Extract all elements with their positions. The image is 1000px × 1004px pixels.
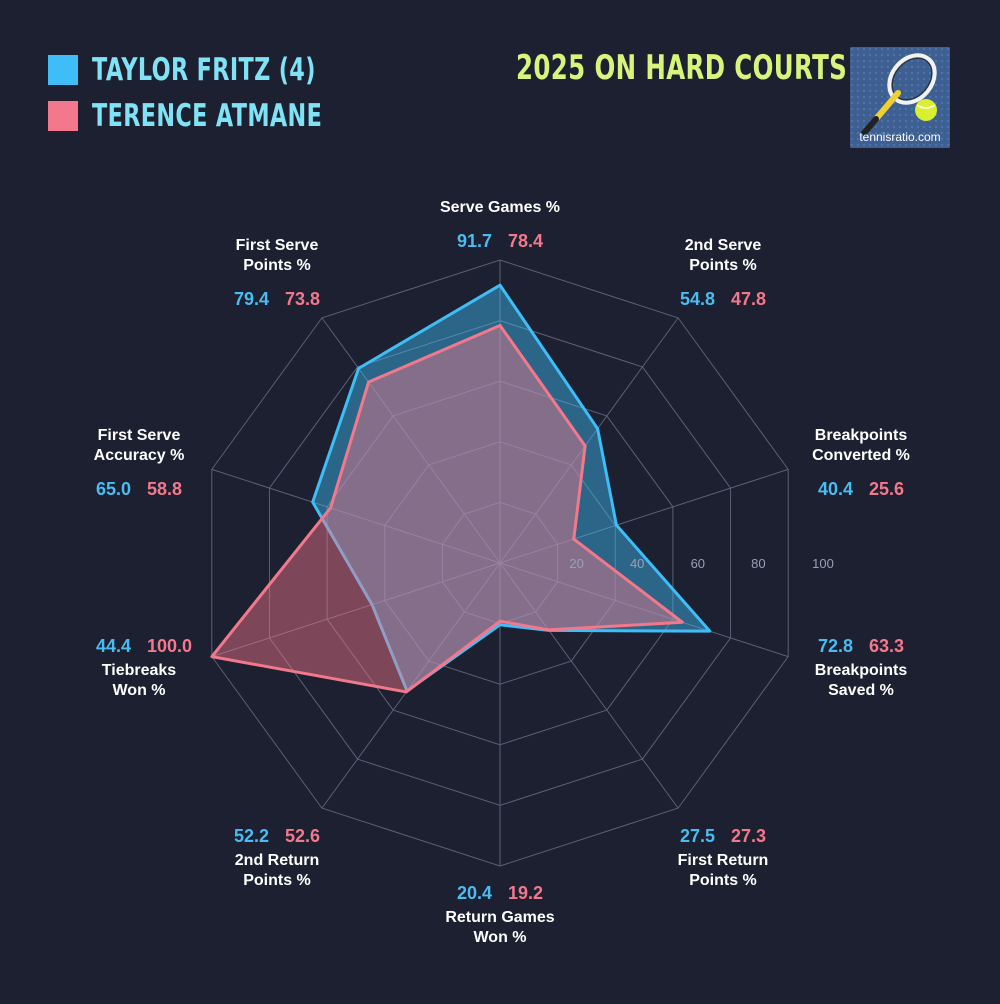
value-label-fritz: 79.4 — [234, 289, 269, 309]
value-label-fritz: 72.8 — [818, 636, 853, 656]
legend-swatch-fritz — [48, 55, 78, 85]
axis-label: Points % — [689, 872, 757, 889]
value-label-atmane: 52.6 — [285, 826, 320, 846]
axis-label: Serve Games % — [440, 199, 560, 216]
value-label-fritz: 27.5 — [680, 826, 715, 846]
legend-swatch-atmane — [48, 101, 78, 131]
value-label-fritz: 52.2 — [234, 826, 269, 846]
tick-label: 80 — [751, 556, 765, 571]
chart-title: 2025 ON HARD COURTS — [516, 48, 848, 88]
axis-label: 2nd Return — [235, 852, 319, 869]
series-area-atmane — [210, 323, 684, 694]
tennis-racket-icon — [850, 47, 950, 148]
value-label-fritz: 20.4 — [457, 883, 492, 903]
grid-spoke — [499, 468, 789, 564]
tick-label: 100 — [812, 556, 834, 571]
legend-label-atmane: TERENCE ATMANE — [92, 98, 323, 134]
grid-spoke — [321, 317, 501, 564]
value-label-atmane: 73.8 — [285, 289, 320, 309]
axis-label: Points % — [243, 257, 311, 274]
grid-spoke — [321, 562, 501, 809]
axis-label: Breakpoints — [815, 427, 908, 444]
series-area-fritz — [311, 283, 712, 693]
legend: TAYLOR FRITZ (4) TERENCE ATMANE — [48, 48, 412, 140]
value-label-atmane: 100.0 — [147, 636, 192, 656]
axis-label: 2nd Serve — [685, 237, 762, 254]
value-label-atmane: 19.2 — [508, 883, 543, 903]
value-label-atmane: 25.6 — [869, 479, 904, 499]
tennisratio-logo: tennisratio.com — [850, 47, 950, 148]
axis-label: Won % — [112, 682, 165, 699]
axis-label: Tiebreaks — [102, 662, 177, 679]
value-label-fritz: 91.7 — [457, 231, 492, 251]
value-label-atmane: 47.8 — [731, 289, 766, 309]
grid-spoke — [211, 562, 501, 658]
value-label-atmane: 58.8 — [147, 479, 182, 499]
logo-text: tennisratio.com — [859, 130, 941, 144]
value-label-atmane: 78.4 — [508, 231, 543, 251]
axis-label: Accuracy % — [94, 447, 185, 464]
tick-label: 40 — [630, 556, 644, 571]
axis-label: Converted % — [812, 447, 910, 464]
grid-spoke — [211, 468, 501, 564]
grid-spoke — [499, 562, 679, 809]
grid-spoke — [499, 562, 789, 658]
value-label-fritz: 54.8 — [680, 289, 715, 309]
value-label-fritz: 44.4 — [96, 636, 131, 656]
value-label-fritz: 65.0 — [96, 479, 131, 499]
value-label-atmane: 63.3 — [869, 636, 904, 656]
axis-label: Points % — [243, 872, 311, 889]
value-label-atmane: 27.3 — [731, 826, 766, 846]
legend-item-fritz: TAYLOR FRITZ (4) — [48, 48, 412, 92]
axis-label: First Serve — [98, 427, 181, 444]
value-label-fritz: 40.4 — [818, 479, 853, 499]
grid-spoke — [499, 317, 679, 564]
legend-label-fritz: TAYLOR FRITZ (4) — [92, 52, 316, 88]
axis-label: Saved % — [828, 682, 894, 699]
axis-label: Points % — [689, 257, 757, 274]
axis-label: First Serve — [236, 237, 319, 254]
legend-item-atmane: TERENCE ATMANE — [48, 94, 412, 138]
tick-label: 20 — [569, 556, 583, 571]
axis-label: Won % — [473, 929, 526, 946]
axis-label: Return Games — [445, 909, 554, 926]
tick-label: 60 — [691, 556, 705, 571]
axis-label: First Return — [678, 852, 769, 869]
axis-label: Breakpoints — [815, 662, 908, 679]
